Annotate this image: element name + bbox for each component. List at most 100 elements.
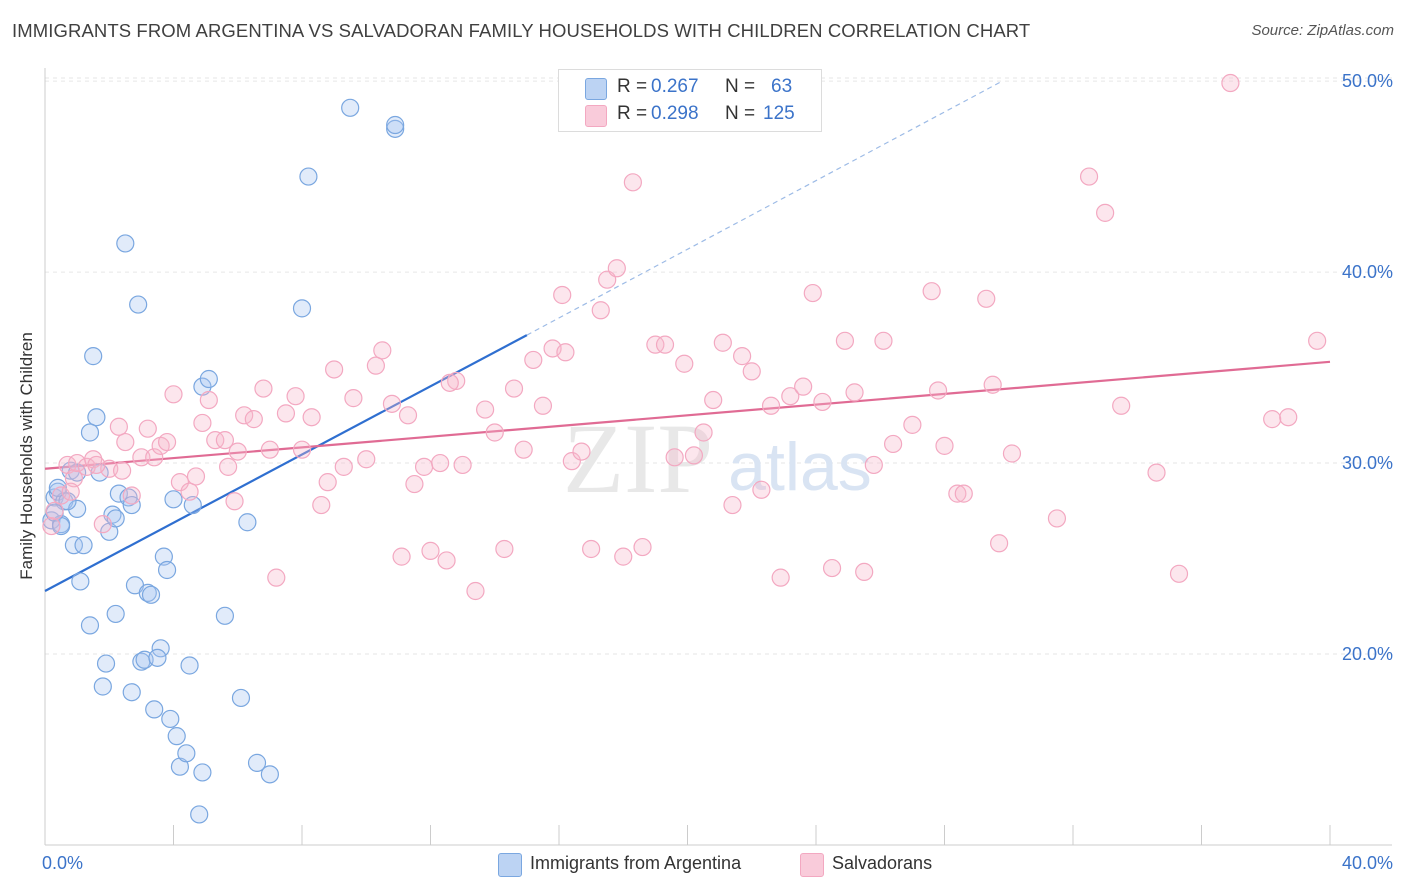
point-salvadorans — [1308, 331, 1327, 350]
point-salvadorans — [954, 484, 973, 503]
point-argentina — [68, 499, 87, 518]
point-argentina — [161, 709, 180, 729]
point-salvadorans — [447, 371, 466, 391]
point-salvadorans — [286, 387, 305, 406]
legend-n-label: N = — [725, 103, 756, 124]
point-salvadorans — [646, 335, 665, 354]
legend-row-argentina: R = 0.267 N = 63 — [559, 74, 821, 102]
point-salvadorans — [633, 537, 652, 557]
point-salvadorans — [665, 448, 684, 467]
point-salvadorans — [45, 501, 64, 520]
point-salvadorans — [206, 431, 225, 450]
point-argentina — [341, 98, 360, 117]
point-salvadorans — [614, 547, 633, 566]
point-salvadorans — [437, 551, 456, 570]
point-salvadorans — [109, 417, 128, 436]
point-argentina — [80, 616, 100, 635]
axes — [44, 68, 1392, 846]
legend-n-label: N = — [725, 76, 756, 97]
point-salvadorans — [476, 400, 495, 419]
point-salvadorans — [225, 492, 244, 511]
point-salvadorans — [170, 473, 190, 492]
point-salvadorans — [61, 482, 80, 501]
point-salvadorans — [382, 394, 402, 413]
point-salvadorans — [514, 440, 533, 459]
y-tick-label: 30.0% — [1342, 453, 1393, 473]
point-argentina — [129, 295, 148, 314]
point-salvadorans — [244, 410, 263, 429]
point-salvadorans — [485, 423, 504, 442]
point-argentina — [164, 490, 183, 509]
point-argentina — [238, 513, 257, 532]
point-argentina — [190, 805, 209, 824]
point-argentina — [138, 583, 157, 603]
correlation-legend: R = 0.267 N = 63 R = 0.298 N = 125 — [558, 69, 822, 132]
point-argentina — [80, 423, 100, 442]
point-salvadorans — [922, 282, 941, 301]
point-argentina — [106, 604, 125, 624]
point-salvadorans — [553, 285, 572, 305]
point-argentina — [215, 606, 234, 625]
legend-n-value: 63 — [771, 76, 793, 97]
point-salvadorans — [64, 469, 84, 488]
point-salvadorans — [344, 389, 363, 408]
point-salvadorans — [990, 534, 1009, 553]
point-argentina — [167, 727, 186, 746]
point-salvadorans — [1147, 463, 1166, 482]
point-salvadorans — [713, 333, 732, 352]
point-salvadorans — [122, 486, 141, 505]
point-salvadorans — [977, 289, 996, 308]
point-salvadorans — [228, 442, 247, 461]
x-tick-label: 0.0% — [42, 853, 83, 873]
point-argentina — [231, 688, 251, 708]
point-salvadorans — [948, 484, 967, 503]
watermark: ZIP atlas — [563, 403, 872, 514]
point-salvadorans — [655, 335, 675, 354]
point-argentina — [193, 763, 212, 782]
point-argentina — [386, 119, 405, 138]
point-salvadorans — [591, 301, 610, 320]
point-argentina — [51, 516, 71, 536]
point-argentina — [74, 536, 93, 555]
point-salvadorans — [524, 350, 543, 370]
point-argentina — [122, 683, 141, 702]
point-argentina — [180, 656, 199, 675]
point-salvadorans — [405, 474, 424, 494]
bottom-legend-swatch-salvadorans — [800, 853, 824, 877]
point-salvadorans — [276, 404, 296, 423]
point-salvadorans — [431, 453, 450, 473]
bottom-legend-swatch-argentina — [498, 853, 522, 877]
point-salvadorans — [392, 547, 411, 566]
point-salvadorans — [254, 379, 273, 398]
y-tick-label: 50.0% — [1342, 71, 1393, 91]
point-argentina — [71, 572, 90, 591]
point-salvadorans — [1047, 509, 1067, 528]
point-argentina — [87, 408, 106, 427]
point-salvadorans — [874, 331, 893, 350]
point-salvadorans — [1221, 73, 1240, 93]
point-salvadorans — [138, 419, 157, 438]
trend-line-argentina — [44, 334, 528, 592]
point-salvadorans — [533, 396, 553, 415]
point-salvadorans — [116, 432, 135, 452]
point-salvadorans — [157, 432, 177, 452]
point-salvadorans — [51, 486, 71, 505]
point-salvadorans — [302, 408, 321, 427]
point-argentina — [199, 369, 218, 389]
point-argentina — [154, 547, 173, 566]
point-salvadorans — [440, 373, 459, 392]
point-salvadorans — [267, 568, 286, 587]
point-salvadorans — [845, 383, 864, 402]
point-argentina — [96, 654, 116, 673]
point-salvadorans — [813, 392, 832, 412]
point-salvadorans — [334, 457, 353, 476]
point-salvadorans — [855, 562, 874, 582]
point-salvadorans — [325, 360, 344, 379]
point-salvadorans — [42, 516, 61, 536]
point-salvadorans — [466, 581, 485, 601]
y-tick-label: 20.0% — [1342, 644, 1393, 664]
point-salvadorans — [935, 436, 954, 455]
scatter-points — [42, 73, 1327, 824]
point-salvadorans — [112, 461, 132, 480]
point-salvadorans — [1079, 167, 1099, 186]
